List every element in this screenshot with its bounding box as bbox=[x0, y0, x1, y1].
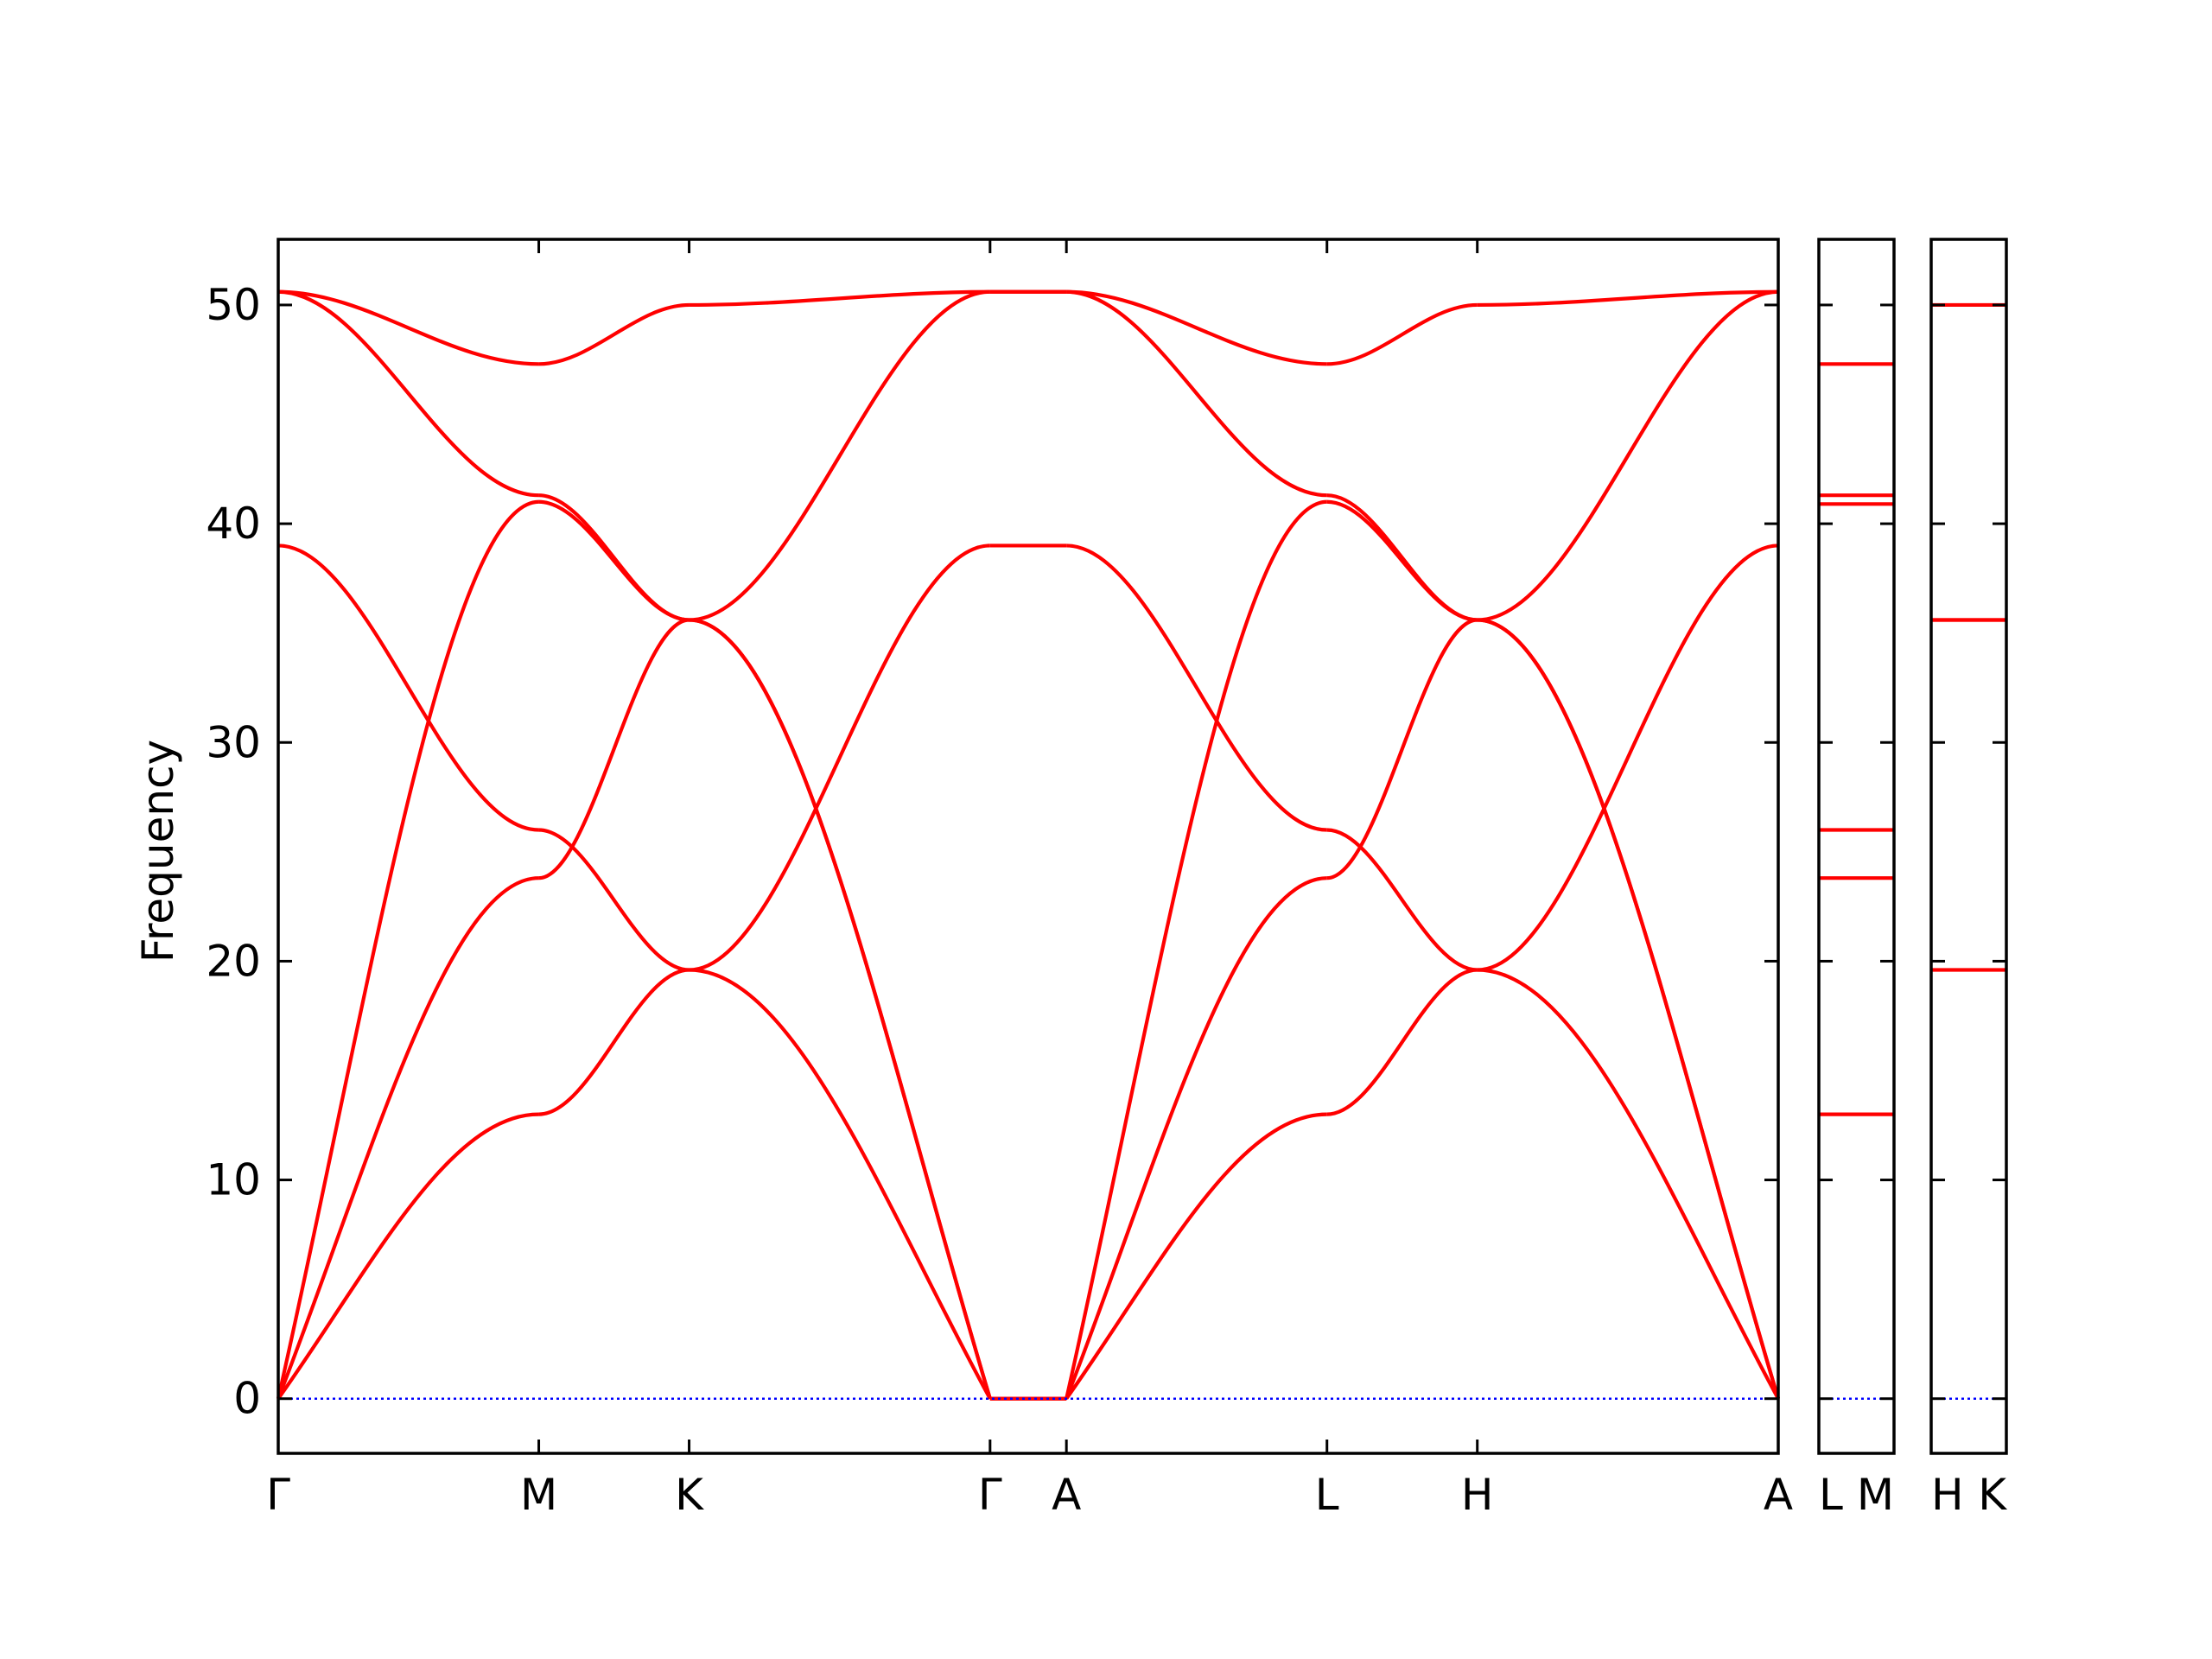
x-tick-label: H bbox=[1931, 1470, 1964, 1520]
y-tick-label: 0 bbox=[233, 1374, 261, 1424]
x-tick-label: M bbox=[1857, 1470, 1894, 1520]
band-line-A-L bbox=[1065, 499, 1327, 1400]
x-tick-label: L bbox=[1315, 1470, 1339, 1520]
x-tick-label: L bbox=[1819, 1470, 1843, 1520]
band-line-Γ-M bbox=[277, 289, 539, 366]
band-line-K-Γ bbox=[689, 289, 990, 308]
band-line-Γ-M bbox=[276, 876, 539, 1400]
band-line-M-K bbox=[538, 493, 690, 622]
band-line-A-L bbox=[1066, 289, 1327, 366]
band-line-M-K bbox=[538, 828, 690, 972]
y-tick-label: 10 bbox=[206, 1155, 261, 1205]
band-line-M-K bbox=[538, 968, 690, 1116]
band-line-Γ-M bbox=[277, 289, 539, 498]
band-line-H-A bbox=[1477, 289, 1779, 622]
band-line-H-A bbox=[1477, 968, 1780, 1400]
band-line-H-A bbox=[1477, 543, 1779, 972]
x-tick-label: A bbox=[1052, 1470, 1081, 1520]
lm-frame bbox=[1817, 238, 1896, 1455]
band-line-L-H bbox=[1326, 828, 1478, 972]
band-line-L-H bbox=[1326, 618, 1478, 880]
band-line-A-L bbox=[1065, 1112, 1327, 1400]
band-line-K-Γ bbox=[689, 618, 992, 1400]
x-tick-label: K bbox=[1978, 1470, 2007, 1520]
x-tick-label: A bbox=[1764, 1470, 1793, 1520]
band-line-A-L bbox=[1066, 543, 1327, 832]
band-line-A-L bbox=[1066, 289, 1327, 498]
band-line-A-L bbox=[1065, 876, 1327, 1400]
band-line-Γ-M bbox=[277, 543, 539, 832]
y-tick-label: 30 bbox=[206, 717, 261, 767]
x-tick-label: Γ bbox=[266, 1470, 290, 1520]
band-line-L-H bbox=[1326, 968, 1478, 1116]
x-tick-label: H bbox=[1461, 1470, 1494, 1520]
band-line-Γ-M bbox=[276, 1112, 539, 1400]
x-tick-label: Γ bbox=[978, 1470, 1002, 1520]
main-frame bbox=[276, 238, 1780, 1455]
band-line-K-Γ bbox=[689, 543, 990, 972]
band-line-M-K bbox=[538, 302, 690, 366]
band-line-H-A bbox=[1477, 289, 1779, 308]
y-tick-label: 50 bbox=[206, 280, 261, 330]
band-line-H-A bbox=[1477, 618, 1781, 1400]
band-line-M-K bbox=[538, 618, 690, 880]
y-tick-label: 40 bbox=[206, 499, 261, 549]
band-line-K-Γ bbox=[689, 968, 992, 1400]
band-line-Γ-M bbox=[276, 499, 539, 1400]
y-tick-label: 20 bbox=[206, 936, 261, 986]
band-line-L-H bbox=[1326, 302, 1478, 366]
x-tick-label: K bbox=[675, 1470, 704, 1520]
x-tick-label: M bbox=[520, 1470, 557, 1520]
y-axis-label: Frequency bbox=[133, 740, 183, 963]
lm-band-lines bbox=[1819, 362, 1894, 1116]
band-line-L-H bbox=[1326, 493, 1478, 622]
band-line-K-Γ bbox=[689, 289, 990, 622]
hk-frame bbox=[1929, 238, 2008, 1455]
